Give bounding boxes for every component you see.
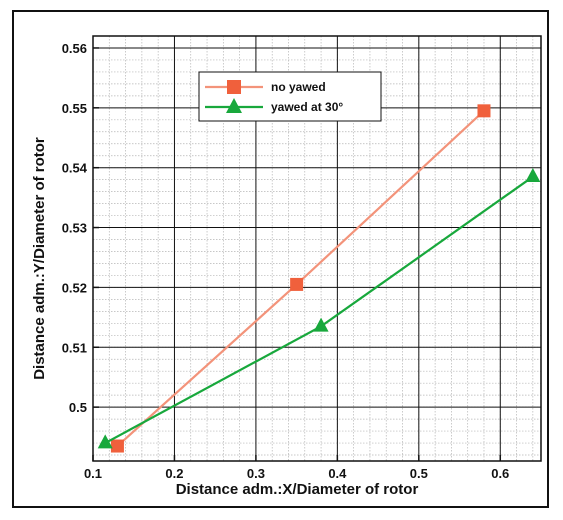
x-axis-label: Distance adm.:X/Diameter of rotor — [176, 481, 419, 498]
figure-frame: 0.1 0.2 0.3 0.4 0.5 0.6 0.5 0.51 0.52 0.53 0.54 0.… — [12, 10, 549, 508]
plot-area-border — [92, 35, 542, 462]
data-point-yawed-at-30 — [97, 434, 113, 449]
data-point-yawed-at-30 — [525, 167, 541, 182]
x-tick-labels: 0.1 0.2 0.3 0.4 0.5 0.6 — [84, 466, 509, 481]
x-tick-label: 0.1 — [84, 466, 102, 481]
y-tick-label: 0.56 — [62, 41, 87, 56]
legend-marker-no-yawed — [227, 80, 241, 94]
data-point-no-yawed — [477, 104, 491, 118]
y-tick-label: 0.5 — [69, 400, 87, 415]
legend-label-yawed-at-30: yawed at 30° — [271, 100, 343, 114]
x-tick-label: 0.6 — [491, 466, 509, 481]
y-tick-label: 0.54 — [62, 161, 88, 176]
series-layer — [97, 104, 541, 453]
y-tick-label: 0.53 — [62, 221, 87, 236]
data-point-yawed-at-30 — [313, 317, 329, 332]
y-axis-label: Distance adm.:Y/Diameter of rotor — [31, 137, 48, 380]
x-tick-label: 0.5 — [410, 466, 428, 481]
x-tick-label: 0.2 — [165, 466, 183, 481]
y-tick-label: 0.52 — [62, 280, 87, 295]
y-tick-label: 0.55 — [62, 101, 87, 116]
legend-marker-yawed-at-30 — [226, 98, 242, 113]
x-tick-label: 0.4 — [328, 466, 347, 481]
legend: no yawed yawed at 30° — [198, 71, 382, 122]
legend-label-no-yawed: no yawed — [271, 80, 326, 94]
line-chart: 0.1 0.2 0.3 0.4 0.5 0.6 0.50.510.520.530.540.… — [31, 35, 542, 498]
data-point-no-yawed — [290, 277, 304, 291]
axis-ticks — [92, 47, 502, 461]
data-point-no-yawed — [110, 439, 124, 453]
y-tick-label: 0.51 — [62, 340, 87, 355]
series-line-yawed-at-30 — [104, 175, 534, 445]
x-tick-label: 0.3 — [247, 466, 265, 481]
y-tick-labels: 0.5 0.51 0.52 0.53 0.54 0.55 0.56 — [62, 41, 88, 415]
